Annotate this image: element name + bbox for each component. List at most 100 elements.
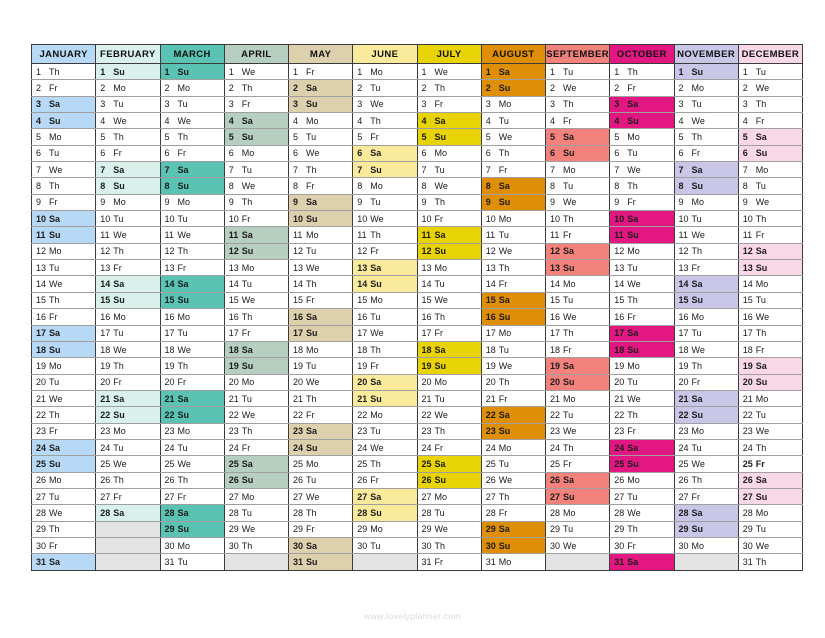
day-number: 23 — [550, 426, 561, 437]
day-number: 23 — [421, 426, 432, 437]
day-number: 10 — [100, 213, 111, 224]
day-cell-march-16: 16 Mo — [159, 308, 225, 326]
day-number: 29 — [228, 524, 239, 535]
day-weekday-label: Sa — [49, 556, 61, 567]
day-cell-february-1: 1 Su — [95, 62, 161, 81]
day-weekday-label: We — [241, 181, 256, 192]
day-weekday-label: Th — [241, 540, 253, 551]
day-cell-august-29: 29 Sa — [480, 520, 547, 538]
day-cell-february-23: 23 Mo — [95, 422, 161, 440]
day-weekday-label: Fr — [370, 246, 379, 257]
day-weekday-label: Sa — [113, 164, 125, 175]
day-cell-september-18: 18 Fr — [544, 340, 611, 359]
day-number: 29 — [421, 524, 432, 535]
day-cell-february-26: 26 Th — [95, 471, 161, 489]
day-cell-april-28: 28 Tu — [223, 504, 290, 522]
day-weekday-label: Fr — [49, 83, 58, 94]
day-weekday-label: Su — [241, 475, 254, 486]
day-cell-may-15: 15 Fr — [287, 291, 354, 310]
day-cell-june-3: 3 We — [352, 95, 418, 114]
day-cell-february-19: 19 Th — [95, 357, 161, 375]
day-number: 23 — [164, 426, 175, 437]
day-number: 8 — [742, 181, 748, 192]
day-number: 9 — [164, 197, 170, 208]
day-number: 26 — [485, 475, 496, 486]
day-number: 17 — [100, 328, 111, 339]
day-weekday-label: Sa — [434, 230, 446, 241]
day-number: 18 — [293, 344, 304, 355]
day-weekday-label: We — [627, 164, 641, 175]
day-weekday-label: Sa — [498, 181, 510, 192]
day-weekday-label: Tu — [306, 360, 317, 371]
day-cell-december-2: 2 We — [737, 79, 804, 97]
day-number: 28 — [228, 507, 239, 518]
day-cell-december-19: 19 Sa — [737, 357, 804, 375]
day-cell-june-28: 28 Su — [352, 504, 418, 522]
day-weekday-label: Sa — [563, 475, 575, 486]
day-number: 24 — [100, 442, 111, 453]
day-number: 30 — [421, 540, 432, 551]
day-weekday-label: Su — [49, 115, 61, 126]
day-weekday-label: We — [370, 442, 384, 453]
day-cell-july-14: 14 Tu — [416, 275, 482, 293]
day-number: 23 — [742, 426, 753, 437]
day-cell-september-17: 17 Th — [544, 324, 611, 342]
day-weekday-label: Sa — [498, 66, 510, 77]
day-cell-september-16: 16 We — [544, 308, 611, 326]
day-cell-november-22: 22 Su — [673, 406, 739, 424]
day-weekday-label: Fr — [691, 148, 701, 159]
day-row-24: 24 Sa 24 Tu 24 Tu 24 Fr 24 Su 24 We 24 Fr 24 Mo 24 Th 24 Sa… — [30, 438, 804, 457]
day-cell-october-22: 22 Th — [609, 406, 675, 424]
day-row-16: 16 Fr 16 Mo 16 Mo 16 Th 16 Sa 16 Tu 16 Th 16 Su 16 We 16 Fr… — [30, 308, 804, 326]
day-weekday-label: Th — [434, 426, 446, 437]
day-weekday-label: Th — [113, 246, 124, 257]
day-number: 25 — [100, 458, 111, 469]
day-cell-august-19: 19 We — [480, 357, 547, 375]
day-number: 10 — [36, 213, 47, 224]
day-cell-june-9: 9 Tu — [352, 193, 418, 212]
day-cell-june-4: 4 Th — [352, 112, 418, 130]
day-number: 5 — [164, 132, 170, 143]
day-weekday-label: Mo — [627, 132, 640, 143]
day-number: 19 — [742, 360, 753, 371]
day-number: 28 — [357, 507, 368, 518]
day-weekday-label: Fr — [177, 377, 187, 388]
day-weekday-label: Mo — [627, 246, 640, 257]
day-number: 15 — [678, 295, 689, 306]
day-weekday-label: Tu — [434, 279, 445, 290]
day-number: 14 — [614, 279, 625, 290]
day-cell-september-13: 13 Su — [544, 259, 611, 277]
day-number: 7 — [357, 164, 363, 175]
day-weekday-label: We — [177, 458, 191, 469]
day-weekday-label: Su — [177, 181, 190, 192]
day-number: 15 — [742, 295, 753, 306]
day-weekday-label: Mo — [755, 164, 769, 175]
day-cell-november-27: 27 Fr — [673, 487, 739, 506]
day-cell-november-2: 2 Mo — [673, 79, 739, 97]
day-weekday-label: Su — [241, 360, 254, 371]
day-weekday-label: Tu — [113, 328, 124, 339]
day-cell-january-24: 24 Sa — [30, 438, 97, 457]
day-cell-november-24: 24 Tu — [673, 438, 739, 457]
day-number: 25 — [678, 458, 689, 469]
day-weekday-label: Th — [241, 426, 253, 437]
day-number: 24 — [421, 442, 432, 453]
day-cell-january-5: 5 Mo — [30, 128, 97, 146]
day-number: 30 — [614, 540, 625, 551]
day-cell-july-6: 6 Mo — [416, 144, 482, 163]
day-number: 16 — [164, 311, 175, 322]
day-cell-november-8: 8 Su — [673, 177, 739, 195]
day-weekday-label: Tu — [627, 262, 638, 273]
day-number: 18 — [164, 344, 175, 355]
day-number: 2 — [421, 83, 427, 94]
day-cell-november-21: 21 Sa — [673, 389, 739, 408]
day-number: 3 — [485, 99, 491, 110]
day-weekday-label: Tu — [434, 164, 445, 175]
day-number: 4 — [357, 115, 363, 126]
day-number: 21 — [293, 393, 304, 404]
day-number: 24 — [678, 442, 689, 453]
day-weekday-label: Su — [434, 360, 447, 371]
day-cell-april-27: 27 Mo — [223, 487, 290, 506]
day-weekday-label: Th — [627, 181, 638, 192]
day-number: 2 — [485, 83, 491, 94]
